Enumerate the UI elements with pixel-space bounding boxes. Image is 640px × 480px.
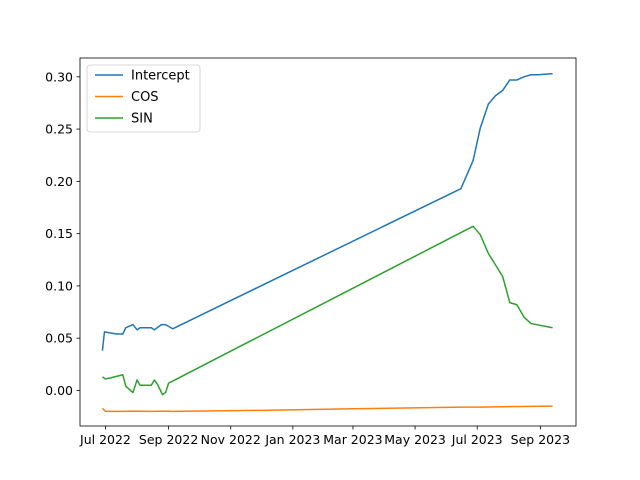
x-tick-label: Nov 2022 [201, 432, 261, 447]
y-tick-label: 0.30 [45, 69, 73, 84]
series-line-intercept [101, 72, 553, 351]
x-tick-label: Sep 2023 [511, 432, 570, 447]
series-layer [101, 72, 553, 413]
x-axis: Jul 2022 Sep 2022 Nov 2022 Jan 2023 Mar 2023… [79, 426, 570, 447]
y-tick-label: 0.20 [45, 174, 73, 189]
y-tick-label: 0.10 [45, 278, 73, 293]
x-tick-label: Jan 2023 [264, 432, 320, 447]
y-tick-label: 0.15 [45, 226, 73, 241]
x-tick-label: Mar 2023 [323, 432, 382, 447]
legend-box [86, 64, 201, 133]
legend: Intercept COS SIN [86, 64, 201, 133]
x-tick-label: Sep 2022 [139, 432, 198, 447]
x-tick-label: May 2023 [384, 432, 446, 447]
legend-label-intercept: Intercept [131, 69, 190, 84]
x-tick-label: Jul 2022 [79, 432, 131, 447]
legend-label-cos: COS [131, 90, 159, 105]
y-axis: 0.00 0.05 0.10 0.15 0.20 0.25 0.30 [45, 69, 80, 398]
y-tick-label: 0.05 [45, 331, 73, 346]
x-tick-label: Jul 2023 [451, 432, 503, 447]
y-tick-label: 0.00 [45, 383, 73, 398]
series-line-sin [101, 225, 553, 396]
y-tick-label: 0.25 [45, 122, 73, 137]
legend-label-sin: SIN [131, 112, 153, 127]
series-line-cos [101, 405, 553, 413]
